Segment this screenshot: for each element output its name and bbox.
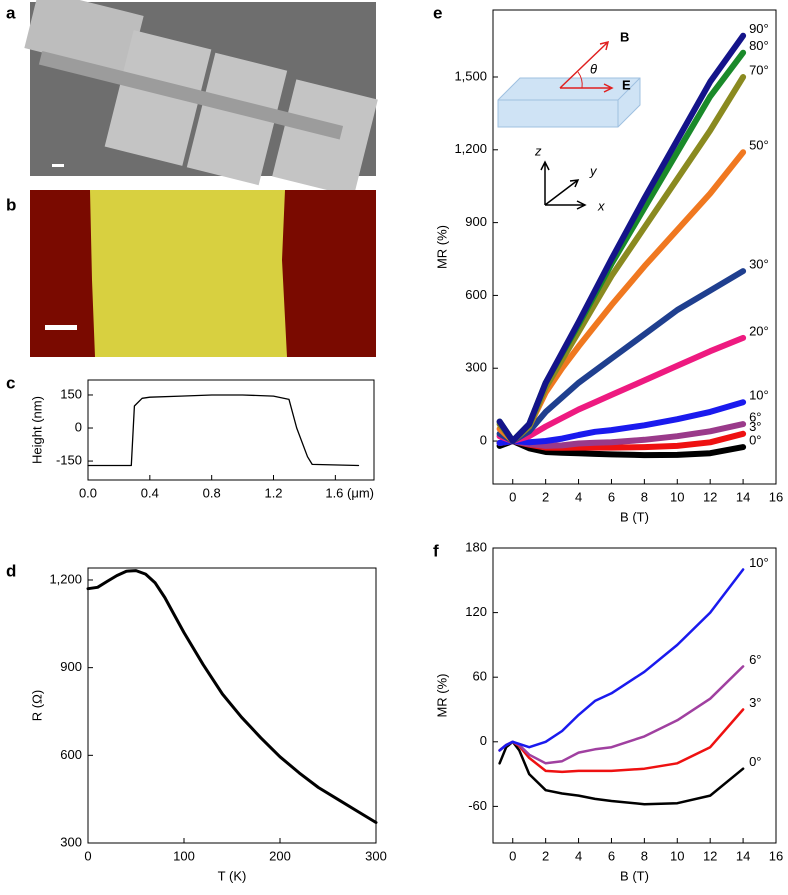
series-label: 50° bbox=[749, 138, 769, 153]
x-tick-label: 16 bbox=[769, 489, 783, 504]
annotation: y bbox=[589, 163, 598, 178]
series-label: 6° bbox=[749, 409, 761, 424]
series-label: 20° bbox=[749, 323, 769, 338]
annotation: x bbox=[597, 198, 605, 213]
x-tick-label: 0.8 bbox=[203, 485, 221, 500]
series-label: 90° bbox=[749, 21, 769, 36]
x-tick-label: 4 bbox=[575, 848, 582, 863]
x-tick-label: 1.6 (μm) bbox=[325, 485, 374, 500]
data-line bbox=[496, 399, 747, 446]
y-tick-label: -150 bbox=[56, 452, 82, 467]
x-tick-label: 0.0 bbox=[79, 485, 97, 500]
y-tick-label: 300 bbox=[60, 834, 82, 849]
x-tick-label: 14 bbox=[736, 848, 750, 863]
x-tick-label: 6 bbox=[608, 848, 615, 863]
series-label: 3° bbox=[749, 419, 761, 434]
y-tick-label: 900 bbox=[465, 214, 487, 229]
x-tick-label: 14 bbox=[736, 489, 750, 504]
x-tick-label: 1.2 bbox=[264, 485, 282, 500]
data-line bbox=[87, 394, 360, 467]
y-tick-label: 900 bbox=[60, 659, 82, 674]
series-label: 10° bbox=[749, 555, 769, 570]
plot-frame bbox=[492, 547, 777, 844]
data-line bbox=[496, 74, 747, 444]
data-line bbox=[86, 569, 378, 824]
panel-label: a bbox=[6, 3, 16, 22]
x-tick-label: 2 bbox=[542, 848, 549, 863]
x-tick-label: 0 bbox=[84, 848, 91, 863]
x-axis-label: B (T) bbox=[620, 868, 649, 883]
x-tick-label: 0 bbox=[509, 848, 516, 863]
sem-image bbox=[24, 0, 378, 197]
panel-label: c bbox=[6, 373, 15, 392]
y-tick-label: 1,200 bbox=[454, 141, 487, 156]
x-tick-label: 4 bbox=[575, 489, 582, 504]
x-axis-label: T (K) bbox=[218, 868, 247, 883]
data-line bbox=[498, 740, 745, 806]
y-tick-label: 0 bbox=[75, 419, 82, 434]
x-tick-label: 200 bbox=[269, 848, 291, 863]
y-tick-label: 1,500 bbox=[454, 68, 487, 83]
x-tick-label: 10 bbox=[670, 489, 684, 504]
series-label: 30° bbox=[749, 257, 769, 272]
x-tick-label: 100 bbox=[173, 848, 195, 863]
inset-diagram bbox=[497, 40, 641, 210]
panel-label: e bbox=[433, 3, 442, 22]
x-tick-label: 0.4 bbox=[141, 485, 159, 500]
annotation: E bbox=[622, 77, 631, 92]
y-tick-label: 60 bbox=[473, 669, 487, 684]
x-tick-label: 8 bbox=[641, 848, 648, 863]
data-line bbox=[496, 334, 747, 444]
y-tick-label: 600 bbox=[60, 747, 82, 762]
series-label: 6° bbox=[749, 652, 761, 667]
y-axis-label: R (Ω) bbox=[29, 690, 44, 721]
afm-image bbox=[30, 190, 376, 357]
x-tick-label: 10 bbox=[670, 848, 684, 863]
data-line bbox=[496, 32, 747, 444]
plot-frame bbox=[492, 9, 777, 485]
data-line bbox=[498, 568, 745, 752]
panel-label: f bbox=[433, 541, 439, 560]
annotation: θ bbox=[590, 61, 597, 76]
x-tick-label: 0 bbox=[509, 489, 516, 504]
x-axis-label: B (T) bbox=[620, 509, 649, 524]
x-tick-label: 6 bbox=[608, 489, 615, 504]
panel-label: b bbox=[6, 195, 16, 214]
x-tick-label: 8 bbox=[641, 489, 648, 504]
y-tick-label: 150 bbox=[60, 386, 82, 401]
annotation: z bbox=[534, 143, 542, 158]
y-axis-label: MR (%) bbox=[434, 225, 449, 269]
y-axis-label: MR (%) bbox=[434, 673, 449, 717]
y-tick-label: 300 bbox=[465, 360, 487, 375]
data-line bbox=[496, 149, 747, 444]
series-label: 0° bbox=[749, 433, 761, 448]
data-line bbox=[498, 708, 745, 774]
panel-label: d bbox=[6, 561, 16, 580]
y-tick-label: -60 bbox=[468, 798, 487, 813]
series-label: 70° bbox=[749, 62, 769, 77]
x-tick-label: 2 bbox=[542, 489, 549, 504]
y-tick-label: 0 bbox=[480, 432, 487, 447]
series-label: 80° bbox=[749, 38, 769, 53]
y-tick-label: 1,200 bbox=[49, 571, 82, 586]
data-line bbox=[496, 268, 747, 444]
series-label: 0° bbox=[749, 754, 761, 769]
y-tick-label: 600 bbox=[465, 287, 487, 302]
series-label: 10° bbox=[749, 388, 769, 403]
series-label: 3° bbox=[749, 695, 761, 710]
y-tick-label: 120 bbox=[465, 604, 487, 619]
x-tick-label: 300 bbox=[365, 848, 387, 863]
plot-frame bbox=[87, 567, 377, 844]
x-tick-label: 12 bbox=[703, 489, 717, 504]
annotation: B bbox=[620, 29, 629, 44]
x-tick-label: 16 bbox=[769, 848, 783, 863]
y-axis-label: Height (nm) bbox=[29, 396, 44, 464]
y-tick-label: 180 bbox=[465, 539, 487, 554]
plot-frame bbox=[87, 379, 375, 481]
x-tick-label: 12 bbox=[703, 848, 717, 863]
y-tick-label: 0 bbox=[480, 733, 487, 748]
